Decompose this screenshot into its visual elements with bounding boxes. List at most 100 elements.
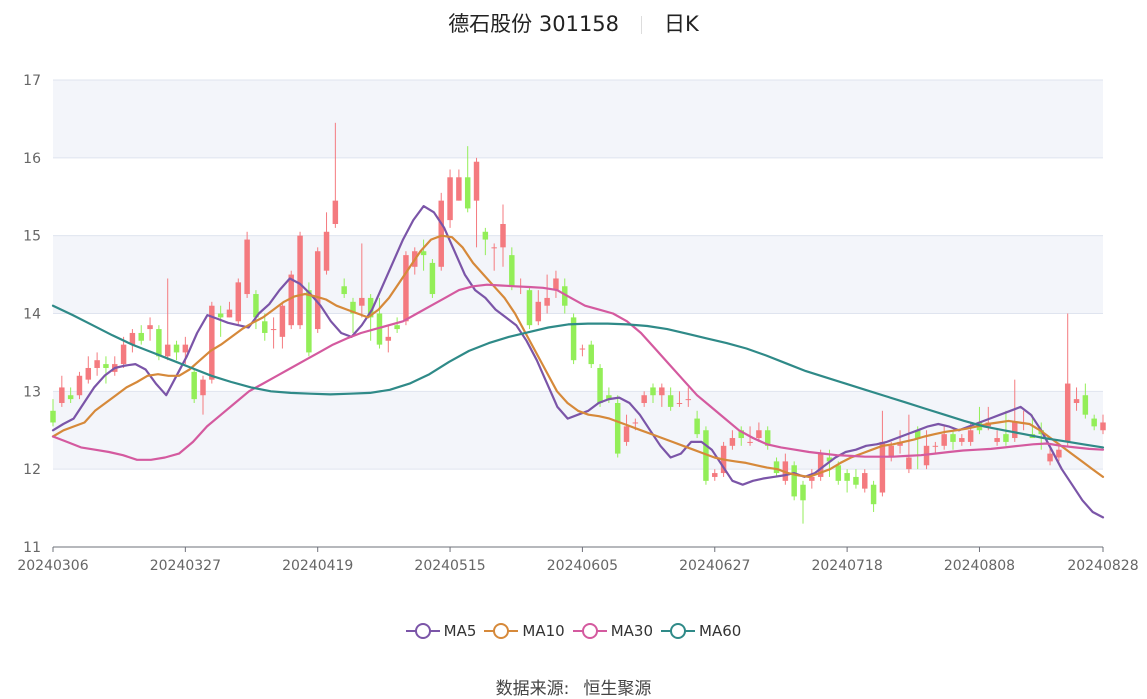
candle-down bbox=[253, 294, 259, 318]
candle-up bbox=[332, 200, 339, 224]
candle-up bbox=[129, 332, 136, 345]
candle-up bbox=[85, 367, 92, 380]
chart-title: 德石股份 301158 日K bbox=[0, 8, 1147, 38]
candle-down bbox=[509, 255, 515, 287]
y-tick-label: 16 bbox=[23, 151, 41, 167]
candle-up bbox=[676, 403, 683, 405]
legend-item-ma60[interactable]: MA60 bbox=[661, 621, 741, 641]
candle-down bbox=[138, 332, 144, 341]
candle-up bbox=[941, 434, 947, 446]
candle-down bbox=[614, 403, 621, 454]
candle-up bbox=[809, 476, 815, 481]
y-tick-label: 14 bbox=[23, 307, 41, 323]
candle-down bbox=[376, 313, 383, 345]
candle-up bbox=[959, 438, 965, 442]
candle-up bbox=[1047, 453, 1053, 462]
candle-up bbox=[473, 161, 480, 201]
y-tick-label: 17 bbox=[23, 73, 41, 89]
legend-item-ma5[interactable]: MA5 bbox=[405, 621, 476, 641]
candle-down bbox=[350, 301, 356, 314]
candle-down bbox=[835, 465, 842, 481]
candle-down bbox=[526, 290, 533, 326]
candle-up bbox=[994, 438, 1000, 442]
candle-down bbox=[773, 461, 780, 474]
candle-down bbox=[173, 344, 180, 353]
x-tick-label: 20240828 bbox=[1067, 558, 1138, 574]
candle-up bbox=[888, 445, 894, 458]
candle-up bbox=[359, 297, 365, 306]
candle-down bbox=[800, 484, 806, 501]
candle-down bbox=[826, 457, 833, 462]
candle-up bbox=[288, 274, 294, 326]
legend-marker bbox=[484, 621, 519, 641]
candle-down bbox=[217, 313, 224, 318]
candle-up bbox=[59, 387, 65, 404]
candle-up bbox=[544, 297, 550, 306]
candle-up bbox=[438, 200, 444, 267]
candle-down bbox=[103, 364, 109, 368]
data-source-value: 恒生聚源 bbox=[583, 679, 652, 699]
candle-down bbox=[341, 286, 347, 295]
legend-marker bbox=[661, 621, 696, 641]
candle-up bbox=[747, 441, 753, 443]
candle-up bbox=[967, 430, 974, 442]
candle-down bbox=[420, 251, 427, 256]
legend-marker bbox=[572, 621, 607, 641]
candle-up bbox=[147, 325, 153, 330]
candle-up bbox=[500, 223, 506, 248]
candle-up bbox=[932, 445, 939, 447]
x-tick-label: 20240808 bbox=[944, 558, 1015, 574]
candle-down bbox=[482, 231, 489, 240]
candle-up bbox=[1056, 449, 1062, 458]
y-tick-label: 15 bbox=[23, 229, 41, 245]
legend-label: MA30 bbox=[610, 622, 654, 640]
x-tick-label: 20240627 bbox=[679, 558, 750, 574]
candle-down bbox=[191, 371, 197, 400]
x-tick-label: 20240515 bbox=[414, 558, 485, 574]
candle-up bbox=[897, 441, 903, 446]
y-tick-label: 11 bbox=[23, 540, 41, 556]
candle-up bbox=[1100, 422, 1106, 431]
candle-up bbox=[182, 344, 189, 353]
candle-down bbox=[367, 297, 374, 318]
candle-up bbox=[712, 473, 718, 477]
candle-down bbox=[738, 430, 744, 439]
candle-up bbox=[270, 329, 277, 331]
candle-up bbox=[94, 360, 100, 368]
candle-up bbox=[235, 282, 242, 322]
candle-down bbox=[870, 484, 877, 505]
title-separator bbox=[641, 16, 643, 34]
period-label[interactable]: 日K bbox=[664, 12, 699, 36]
ma-line-ma30 bbox=[51, 283, 1105, 461]
candle-up bbox=[623, 426, 630, 442]
legend-item-ma10[interactable]: MA10 bbox=[484, 621, 565, 641]
chart-legend: MA5 MA10 MA30 MA60 bbox=[0, 621, 1147, 645]
candle-down bbox=[156, 329, 162, 357]
candle-down bbox=[50, 410, 56, 423]
candle-up bbox=[76, 375, 83, 396]
plot-band bbox=[53, 391, 1103, 470]
candle-up bbox=[1064, 383, 1071, 442]
candle-up bbox=[632, 422, 639, 424]
stock-name-code: 德石股份 301158 bbox=[448, 12, 620, 36]
candle-down bbox=[606, 395, 612, 400]
candle-up bbox=[491, 247, 497, 249]
x-tick-label: 20240419 bbox=[282, 558, 353, 574]
candle-up bbox=[641, 395, 647, 404]
candle-down bbox=[464, 177, 471, 209]
candle-down bbox=[703, 430, 709, 481]
candle-down bbox=[306, 290, 312, 353]
candle-up bbox=[279, 305, 286, 337]
y-tick-label: 12 bbox=[23, 462, 41, 478]
candle-down bbox=[1082, 395, 1089, 415]
x-tick-label: 20240327 bbox=[150, 558, 221, 574]
candle-up bbox=[323, 231, 330, 271]
candle-up bbox=[553, 278, 559, 291]
x-tick-label: 20240605 bbox=[547, 558, 618, 574]
x-tick-label: 20240718 bbox=[811, 558, 882, 574]
candle-down bbox=[950, 434, 956, 442]
candle-down bbox=[67, 395, 74, 400]
candle-up bbox=[403, 255, 409, 322]
candle-up bbox=[1012, 422, 1018, 439]
legend-item-ma30[interactable]: MA30 bbox=[572, 621, 654, 641]
